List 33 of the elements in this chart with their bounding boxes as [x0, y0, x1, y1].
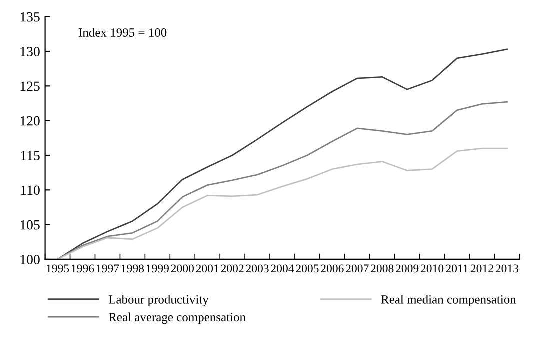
x-tick-label: 2007	[346, 264, 369, 273]
x-tick-label: 2000	[171, 264, 194, 273]
y-tick-label: 105	[20, 220, 40, 230]
x-tick-label: 2003	[246, 264, 269, 273]
annotation: Index 1995 = 100	[78, 28, 167, 37]
line-series	[57, 48, 508, 260]
x-tick-label: 1998	[122, 264, 144, 273]
y-tick-label: 135	[20, 12, 40, 22]
x-tick-label: 2013	[496, 264, 519, 273]
x-tick-label: 2010	[421, 264, 444, 273]
x-tick-label: 1996	[72, 264, 94, 273]
y-tick-label: 120	[20, 116, 40, 126]
x-tick-label: 2011	[446, 264, 468, 273]
legend-label: Real median compensation	[381, 295, 516, 306]
x-tick-label: 2008	[371, 264, 394, 273]
x-tick-label: 2002	[221, 264, 244, 273]
y-tick-label: 110	[21, 186, 40, 196]
legend-label: Labour productivity	[108, 295, 209, 306]
line-series	[57, 148, 508, 260]
legend-label: Real average compensation	[108, 312, 246, 324]
x-tick-label: 1997	[96, 264, 120, 273]
x-tick-label: 1999	[146, 264, 169, 273]
x-tick-label: 2005	[296, 264, 319, 273]
y-tick-label: 125	[20, 82, 40, 92]
x-tick-label: 2006	[321, 264, 344, 273]
x-tick-label: 1995	[47, 264, 70, 273]
y-tick-label: 115	[21, 151, 40, 160]
x-tick-label: 2001	[196, 264, 219, 273]
y-tick-label: 130	[20, 47, 40, 56]
x-tick-label: 2012	[470, 264, 494, 273]
x-tick-label: 2009	[396, 264, 419, 273]
y-tick-label: 100	[20, 255, 40, 264]
x-tick-label: 2004	[271, 264, 294, 273]
